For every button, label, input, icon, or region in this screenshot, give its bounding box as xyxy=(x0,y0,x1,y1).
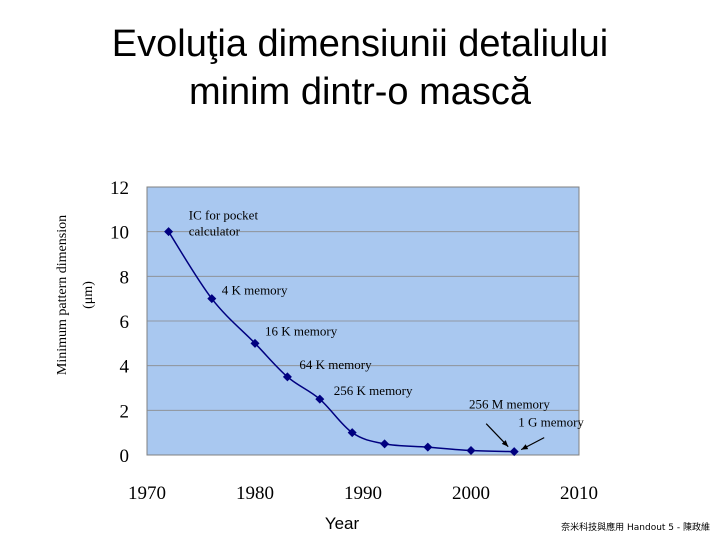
chart-title-line-1: Evoluţia dimensiunii detaliului xyxy=(111,23,609,65)
y-axis-title-line-2: (μm) xyxy=(81,281,96,309)
chart-title-line-2: minim dintr-o mască xyxy=(188,71,532,113)
data-point xyxy=(207,294,217,304)
x-tick-label: 1980 xyxy=(236,483,274,504)
data-point xyxy=(164,227,174,237)
annotation-label: 256 K memory xyxy=(334,383,413,398)
x-tick-label: 1970 xyxy=(128,483,166,504)
annotation-label: 256 M memory xyxy=(469,397,550,412)
series-line xyxy=(167,231,515,453)
annotation-arrowhead xyxy=(521,444,529,450)
annotation-label: IC for pocket calculator xyxy=(189,208,259,239)
y-axis-title-line-1: Minimum pattern dimension xyxy=(55,215,70,375)
annotation-label: 4 K memory xyxy=(222,283,288,298)
x-tick-label: 2010 xyxy=(560,483,598,504)
grid-lines xyxy=(147,231,579,411)
annotations: IC for pocket calculator 4 K memory 16 K me… xyxy=(189,208,584,451)
data-point xyxy=(509,447,519,457)
data-point xyxy=(250,338,260,348)
x-tick-label: 2000 xyxy=(452,483,490,504)
annotation-line: 64 K memory xyxy=(299,357,372,372)
y-tick-label: 10 xyxy=(110,223,129,244)
data-point xyxy=(282,372,292,382)
annotation-line: 4 K memory xyxy=(222,283,288,298)
y-tick-label: 4 xyxy=(120,357,130,378)
y-tick-label: 2 xyxy=(120,401,130,422)
annotation-line: IC for pocket xyxy=(189,208,259,223)
annotation-line: 1 G memory xyxy=(518,415,584,430)
data-point xyxy=(315,394,325,404)
x-axis-title: Year xyxy=(324,514,360,533)
y-tick-label: 6 xyxy=(120,312,130,333)
chart-title: Evoluţia dimensiunii detaliului minim di… xyxy=(0,20,720,116)
annotation-line: 256 K memory xyxy=(334,383,413,398)
data-point xyxy=(380,439,390,449)
y-tick-label: 12 xyxy=(110,178,129,199)
annotation-line: 256 M memory xyxy=(469,397,550,412)
data-markers xyxy=(164,227,519,457)
y-axis-tick-labels: 0 2 4 6 8 10 12 xyxy=(110,178,130,467)
x-tick-label: 1990 xyxy=(344,483,382,504)
data-point xyxy=(423,442,433,452)
data-point xyxy=(466,446,476,456)
annotation-arrowhead xyxy=(501,440,509,447)
annotation-line: 16 K memory xyxy=(265,323,338,338)
footer-note: 奈米科技與應用 Handout 5 - 陳政維 xyxy=(561,523,710,533)
y-tick-label: 8 xyxy=(120,267,130,288)
annotation-label: 64 K memory xyxy=(299,357,372,372)
annotation-label: 16 K memory xyxy=(265,323,338,338)
x-axis-tick-labels: 1970 1980 1990 2000 2010 xyxy=(128,483,598,504)
y-tick-label: 0 xyxy=(120,446,130,467)
annotation-line: calculator xyxy=(189,224,241,239)
annotation-label: 1 G memory xyxy=(518,415,584,430)
data-point xyxy=(347,428,357,438)
